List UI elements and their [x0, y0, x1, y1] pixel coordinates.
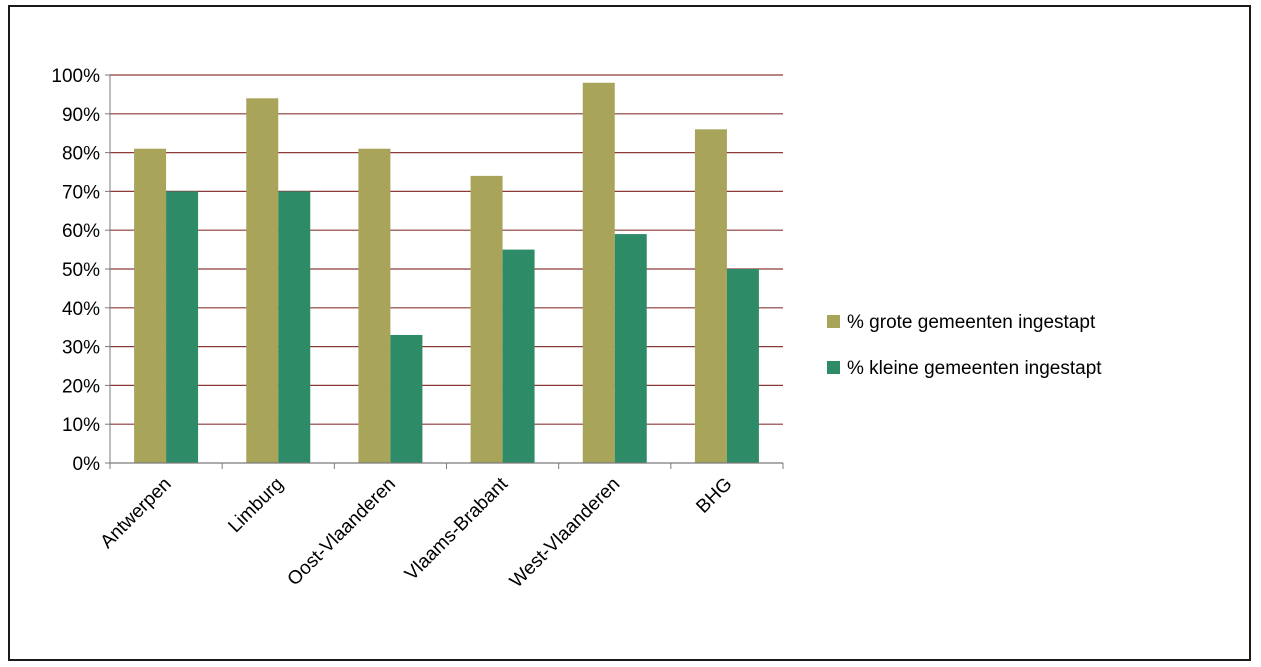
legend-label: % grote gemeenten ingestapt: [847, 312, 1096, 333]
bar-grote-bhg: [694, 129, 727, 463]
y-tick-label: 70%: [62, 182, 100, 203]
y-tick-label: 40%: [62, 299, 100, 320]
bar-grote-west-vlaanderen: [582, 82, 615, 463]
y-tick-label: 100%: [51, 66, 100, 87]
bar-kleine-west-vlaanderen: [614, 234, 647, 463]
x-tick-label: West-Vlaanderen: [506, 474, 624, 592]
bar-kleine-antwerpen: [166, 191, 199, 463]
y-axis-ticks: 0% 10% 20% 30% 40% 50% 60% 70% 80% 90% 100%: [51, 66, 110, 475]
y-tick-label: 30%: [62, 338, 100, 359]
y-tick-label: 0%: [73, 454, 101, 475]
legend-swatch: [827, 361, 840, 374]
bar-kleine-oost-vlaanderen: [390, 334, 423, 463]
bar-kleine-limburg: [278, 191, 311, 463]
y-tick-label: 50%: [62, 260, 100, 281]
bar-grote-vlaams-brabant: [470, 175, 503, 463]
x-tick-label: Oost-Vlaanderen: [284, 474, 400, 590]
legend-swatch: [827, 315, 840, 328]
y-tick-label: 90%: [62, 105, 100, 126]
x-tick-label: Limburg: [224, 474, 287, 537]
legend-label: % kleine gemeenten ingestapt: [847, 358, 1102, 379]
bar-grote-limburg: [246, 98, 279, 463]
gridlines: [110, 74, 783, 425]
y-tick-label: 20%: [62, 376, 100, 397]
y-tick-label: 80%: [62, 144, 100, 165]
bars: [134, 82, 759, 463]
x-tick-label: Antwerpen: [97, 474, 176, 553]
bar-kleine-bhg: [726, 269, 759, 463]
y-tick-label: 10%: [62, 415, 100, 436]
x-tick-label: BHG: [692, 474, 736, 518]
y-tick-label: 60%: [62, 221, 100, 242]
legend: % grote gemeenten ingestapt % kleine geme…: [827, 312, 1102, 379]
bar-kleine-vlaams-brabant: [502, 249, 535, 463]
bar-grote-oost-vlaanderen: [358, 148, 391, 463]
x-tick-label: Vlaams-Brabant: [401, 473, 513, 585]
bar-grote-antwerpen: [134, 148, 167, 463]
